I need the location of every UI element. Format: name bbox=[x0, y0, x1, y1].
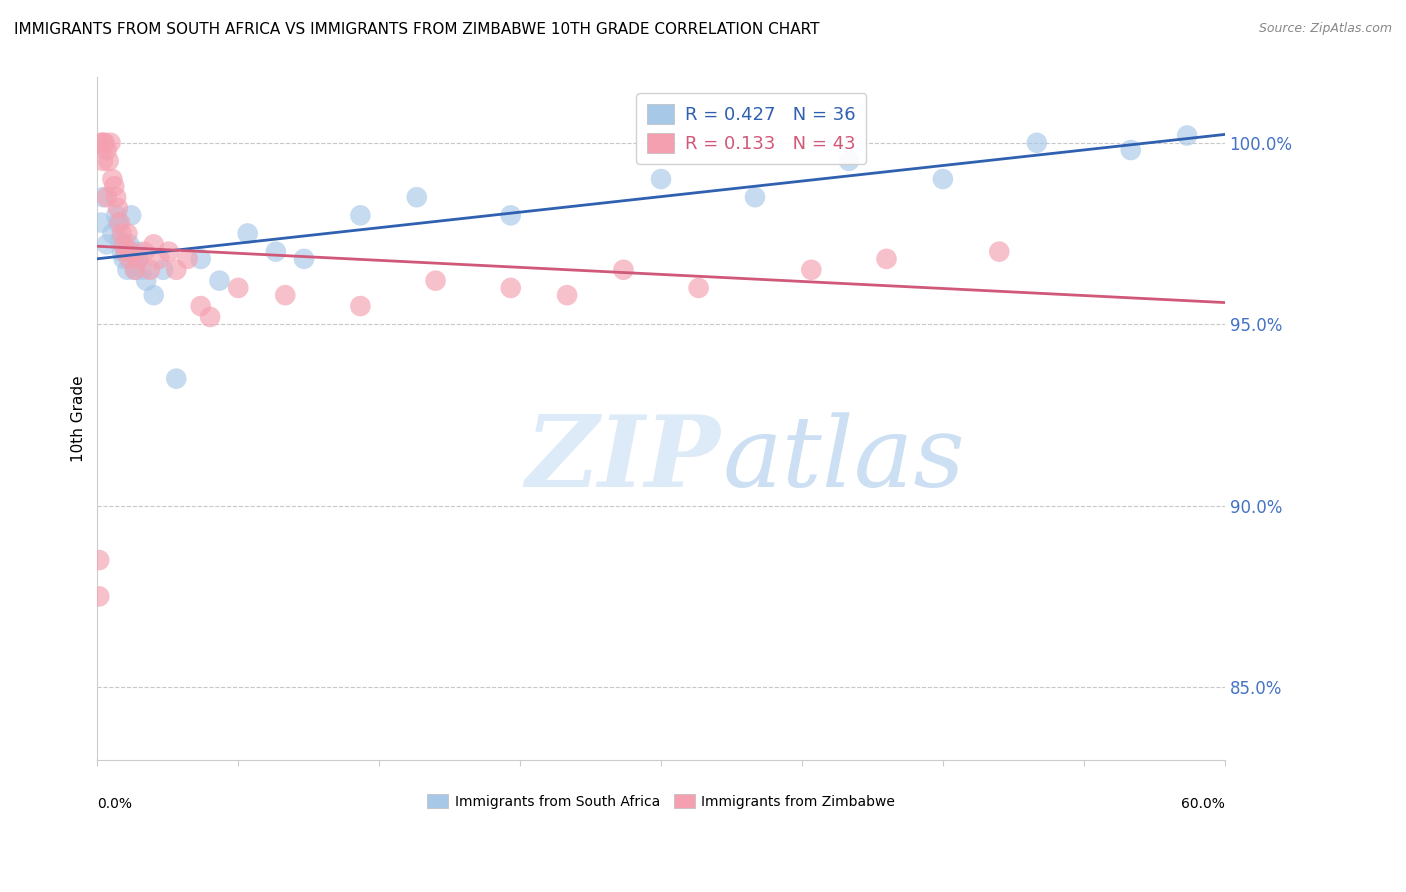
Point bbox=[108, 216, 131, 230]
Point bbox=[349, 208, 371, 222]
Point bbox=[152, 262, 174, 277]
Point bbox=[1025, 136, 1047, 150]
Point bbox=[125, 244, 148, 259]
Point bbox=[425, 274, 447, 288]
Point bbox=[165, 262, 187, 277]
Text: 60.0%: 60.0% bbox=[1181, 797, 1225, 811]
Point bbox=[800, 262, 823, 277]
Point bbox=[134, 244, 156, 259]
Point bbox=[499, 208, 522, 222]
Point bbox=[165, 371, 187, 385]
Point bbox=[988, 244, 1011, 259]
Point bbox=[94, 136, 117, 150]
Point bbox=[688, 281, 710, 295]
Point bbox=[124, 262, 146, 277]
Point bbox=[114, 244, 136, 259]
Point bbox=[91, 190, 114, 204]
Point bbox=[91, 153, 114, 168]
Text: IMMIGRANTS FROM SOUTH AFRICA VS IMMIGRANTS FROM ZIMBABWE 10TH GRADE CORRELATION : IMMIGRANTS FROM SOUTH AFRICA VS IMMIGRAN… bbox=[14, 22, 820, 37]
Y-axis label: 10th Grade: 10th Grade bbox=[72, 376, 86, 462]
Point bbox=[292, 252, 315, 266]
Point bbox=[1119, 143, 1142, 157]
Point bbox=[124, 262, 146, 277]
Point bbox=[90, 216, 112, 230]
Point bbox=[105, 208, 128, 222]
Point bbox=[838, 153, 860, 168]
Point bbox=[101, 172, 124, 186]
Point bbox=[114, 244, 136, 259]
Point bbox=[744, 190, 766, 204]
Point bbox=[107, 201, 129, 215]
Point bbox=[111, 227, 134, 241]
Text: ZIP: ZIP bbox=[526, 411, 721, 508]
Point bbox=[135, 274, 157, 288]
Point bbox=[157, 244, 180, 259]
Point bbox=[190, 299, 212, 313]
Point bbox=[176, 252, 198, 266]
Point bbox=[120, 244, 142, 259]
Point bbox=[112, 252, 135, 266]
Point bbox=[139, 262, 162, 277]
Point bbox=[112, 237, 135, 252]
Point bbox=[198, 310, 221, 324]
Point bbox=[236, 227, 259, 241]
Point bbox=[142, 237, 165, 252]
Point bbox=[96, 190, 118, 204]
Point bbox=[107, 216, 129, 230]
Point bbox=[499, 281, 522, 295]
Point bbox=[405, 190, 427, 204]
Point bbox=[118, 237, 141, 252]
Text: atlas: atlas bbox=[723, 412, 966, 508]
Point bbox=[89, 590, 111, 604]
Point bbox=[349, 299, 371, 313]
Point bbox=[96, 237, 118, 252]
Point bbox=[118, 252, 141, 266]
Point bbox=[932, 172, 955, 186]
Point bbox=[148, 252, 170, 266]
Point bbox=[117, 227, 139, 241]
Point bbox=[650, 172, 672, 186]
Point bbox=[555, 288, 578, 302]
Point bbox=[105, 190, 128, 204]
Point bbox=[91, 136, 114, 150]
Point bbox=[97, 153, 120, 168]
Point bbox=[120, 208, 142, 222]
Legend: Immigrants from South Africa, Immigrants from Zimbabwe: Immigrants from South Africa, Immigrants… bbox=[422, 789, 901, 814]
Point bbox=[103, 179, 125, 194]
Point bbox=[1175, 128, 1198, 143]
Point bbox=[117, 262, 139, 277]
Point bbox=[131, 262, 153, 277]
Text: 0.0%: 0.0% bbox=[97, 797, 132, 811]
Point bbox=[226, 281, 249, 295]
Point bbox=[264, 244, 287, 259]
Point bbox=[142, 288, 165, 302]
Point bbox=[111, 244, 134, 259]
Text: Source: ZipAtlas.com: Source: ZipAtlas.com bbox=[1258, 22, 1392, 36]
Point bbox=[101, 227, 124, 241]
Point bbox=[612, 262, 634, 277]
Point bbox=[190, 252, 212, 266]
Point bbox=[90, 136, 112, 150]
Point bbox=[89, 553, 111, 567]
Point bbox=[100, 136, 122, 150]
Point bbox=[128, 252, 150, 266]
Point bbox=[128, 252, 150, 266]
Point bbox=[208, 274, 231, 288]
Point bbox=[96, 143, 118, 157]
Point bbox=[876, 252, 898, 266]
Point bbox=[274, 288, 297, 302]
Point bbox=[108, 234, 131, 248]
